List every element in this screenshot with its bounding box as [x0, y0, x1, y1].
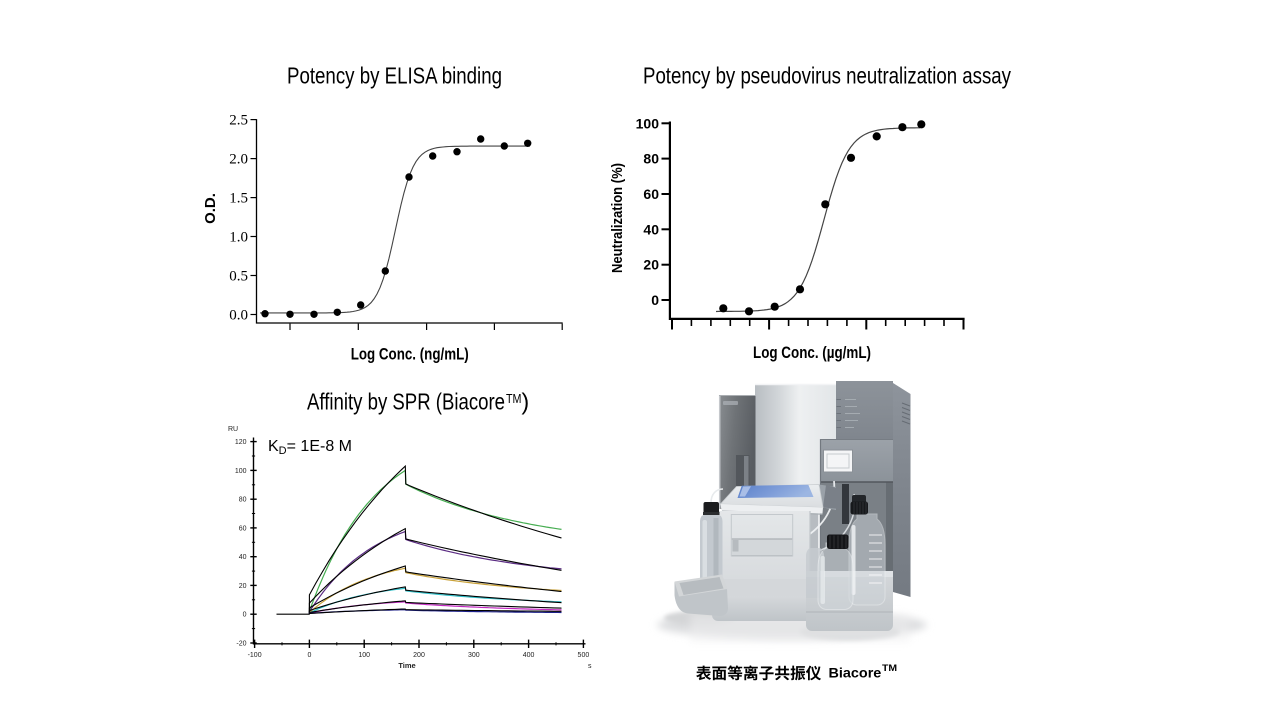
- svg-text:120: 120: [235, 439, 247, 446]
- svg-text:O.D.: O.D.: [202, 193, 219, 224]
- svg-text:Time: Time: [398, 661, 415, 670]
- svg-text:200: 200: [413, 652, 425, 659]
- svg-text:Potency by pseudovirus neutral: Potency by pseudovirus neutralization as…: [643, 63, 1011, 89]
- svg-text:60: 60: [643, 186, 659, 202]
- svg-text:RU: RU: [228, 426, 238, 433]
- svg-text:TM: TM: [506, 391, 522, 406]
- svg-text:2.0: 2.0: [229, 152, 248, 168]
- svg-text:0.5: 0.5: [229, 269, 248, 285]
- svg-text:20: 20: [239, 583, 247, 590]
- svg-text:KD= 1E-8 M: KD= 1E-8 M: [268, 438, 352, 457]
- svg-text:40: 40: [643, 221, 659, 237]
- svg-text:100: 100: [358, 652, 370, 659]
- svg-text:TM: TM: [882, 663, 897, 673]
- svg-text:Log Conc. (µg/mL): Log Conc. (µg/mL): [753, 343, 871, 362]
- svg-text:80: 80: [239, 497, 247, 504]
- svg-text:Biacore: Biacore: [829, 665, 882, 681]
- svg-text:80: 80: [643, 151, 659, 167]
- svg-text:300: 300: [468, 652, 480, 659]
- svg-text:0: 0: [651, 292, 659, 308]
- svg-text:1.5: 1.5: [229, 191, 248, 207]
- svg-text:40: 40: [239, 554, 247, 561]
- svg-text:60: 60: [239, 525, 247, 532]
- svg-text:Potency by ELISA binding: Potency by ELISA binding: [287, 63, 502, 89]
- svg-text:s: s: [588, 663, 592, 670]
- svg-text:0: 0: [307, 652, 311, 659]
- svg-text:20: 20: [643, 257, 659, 273]
- svg-text:100: 100: [636, 115, 660, 131]
- svg-text:400: 400: [523, 652, 535, 659]
- svg-text:): ): [522, 389, 530, 415]
- svg-text:1.0: 1.0: [229, 230, 248, 246]
- svg-text:Log Conc. (ng/mL): Log Conc. (ng/mL): [351, 345, 469, 364]
- svg-text:-100: -100: [248, 652, 262, 659]
- svg-text:500: 500: [578, 652, 590, 659]
- svg-text:2.5: 2.5: [229, 113, 248, 129]
- svg-text:0: 0: [243, 612, 247, 619]
- svg-text:0.0: 0.0: [229, 308, 248, 324]
- svg-text:Neutralization (%): Neutralization (%): [609, 163, 626, 273]
- svg-text:100: 100: [235, 468, 247, 475]
- svg-text:Affinity by SPR (Biacore: Affinity by SPR (Biacore: [307, 389, 505, 415]
- svg-text:-20: -20: [236, 641, 246, 648]
